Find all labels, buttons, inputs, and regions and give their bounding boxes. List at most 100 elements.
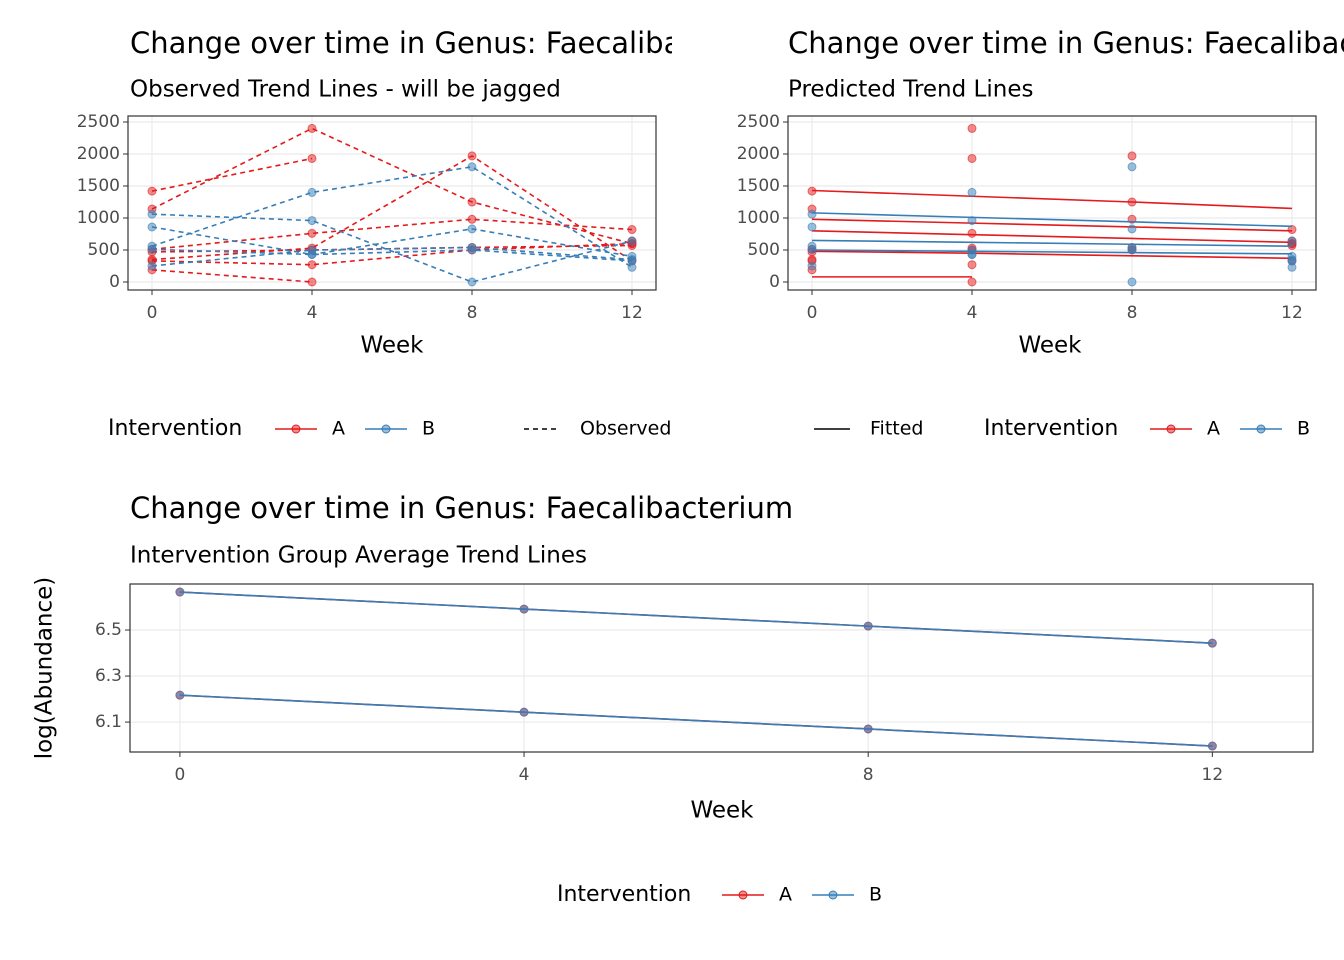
legend-key (291, 424, 301, 434)
point (627, 256, 637, 266)
legend-label: A (779, 884, 792, 906)
point (147, 244, 157, 254)
point (519, 707, 529, 717)
point (967, 123, 977, 133)
fitted-line (811, 239, 1293, 247)
trend-line (179, 591, 1213, 644)
plot-border (127, 115, 657, 291)
point (1207, 741, 1217, 751)
y-tick-label: 1000 (737, 208, 780, 228)
trend-line (179, 694, 1213, 747)
chart-subtitle: Intervention Group Average Trend Lines (130, 543, 587, 569)
x-tick-label: 0 (174, 765, 185, 785)
fitted-line (811, 230, 1293, 244)
point (967, 277, 977, 287)
point (307, 123, 317, 133)
x-tick-label: 12 (621, 303, 643, 323)
plot-background (128, 116, 656, 290)
point (863, 724, 873, 734)
legend-label: B (1297, 418, 1310, 440)
fitted-line (811, 218, 1293, 232)
point (1127, 224, 1137, 234)
y-tick-label: 500 (748, 240, 780, 260)
trend-line (151, 154, 633, 262)
point (1127, 277, 1137, 287)
panel: Change over time in Genus: Faecalibacter… (77, 26, 793, 441)
point (467, 197, 477, 207)
x-tick-label: 0 (807, 303, 818, 323)
plot-border (129, 583, 1314, 753)
x-tick-label: 8 (1127, 303, 1138, 323)
x-tick-label: 8 (467, 303, 478, 323)
point (627, 225, 637, 235)
point (967, 249, 977, 259)
panel: Change over time in Genus: Faecalibacter… (32, 491, 1314, 907)
point (467, 245, 477, 255)
panel: Change over time in Genus: Faecalibacter… (737, 26, 1344, 441)
legend-label: Fitted (870, 418, 923, 440)
point (967, 260, 977, 270)
point (307, 249, 317, 259)
point (307, 260, 317, 270)
y-tick-label: 1000 (77, 208, 120, 228)
chart-title: Change over time in Genus: Faecalibacter… (130, 26, 793, 60)
point (175, 587, 185, 597)
point (467, 214, 477, 224)
point (519, 604, 529, 614)
chart-subtitle: Observed Trend Lines - will be jagged (130, 77, 561, 103)
legend-title: Intervention (984, 416, 1118, 441)
trend-line (151, 226, 633, 258)
trend-line (151, 244, 633, 253)
point (807, 222, 817, 232)
chart-subtitle: Predicted Trend Lines (788, 77, 1033, 103)
point (147, 209, 157, 219)
fitted-line (811, 189, 1293, 210)
trend-line (151, 165, 633, 268)
legend-key (738, 890, 748, 900)
y-tick-label: 500 (88, 240, 120, 260)
y-tick-label: 1500 (737, 176, 780, 196)
fitted-line (811, 250, 1293, 260)
legend-label: Observed (580, 418, 671, 440)
point (147, 261, 157, 271)
x-tick-label: 4 (967, 303, 978, 323)
point (467, 224, 477, 234)
x-tick-label: 12 (1281, 303, 1303, 323)
legend-label: A (332, 418, 345, 440)
x-axis-label: Week (360, 333, 424, 359)
legend-label: A (1207, 418, 1220, 440)
point (467, 151, 477, 161)
point (1287, 256, 1297, 266)
chart-title: Change over time in Genus: Faecalibacter… (130, 491, 793, 525)
x-tick-label: 4 (519, 765, 530, 785)
fitted-line (811, 212, 1293, 228)
legend-key (828, 890, 838, 900)
point (1207, 638, 1217, 648)
plot-border (787, 115, 1317, 291)
x-tick-label: 0 (147, 303, 158, 323)
point (967, 187, 977, 197)
point (307, 216, 317, 226)
x-tick-label: 12 (1202, 765, 1224, 785)
point (967, 228, 977, 238)
point (307, 153, 317, 163)
point (807, 261, 817, 271)
y-tick-label: 2000 (737, 144, 780, 164)
y-tick-label: 2500 (737, 112, 780, 132)
y-tick-label: 1500 (77, 176, 120, 196)
legend-key (1166, 424, 1176, 434)
legend-label: B (869, 884, 882, 906)
chart-title: Change over time in Genus: Faecalibacter… (788, 26, 1344, 60)
plot-background (130, 584, 1313, 752)
plot-background (788, 116, 1316, 290)
point (307, 228, 317, 238)
point (1127, 151, 1137, 161)
legend-title: Intervention (108, 416, 242, 441)
point (807, 209, 817, 219)
point (1287, 236, 1297, 246)
legend-label: B (422, 418, 435, 440)
y-tick-label: 2500 (77, 112, 120, 132)
y-tick-label: 6.1 (95, 712, 122, 732)
y-tick-label: 6.5 (95, 620, 122, 640)
